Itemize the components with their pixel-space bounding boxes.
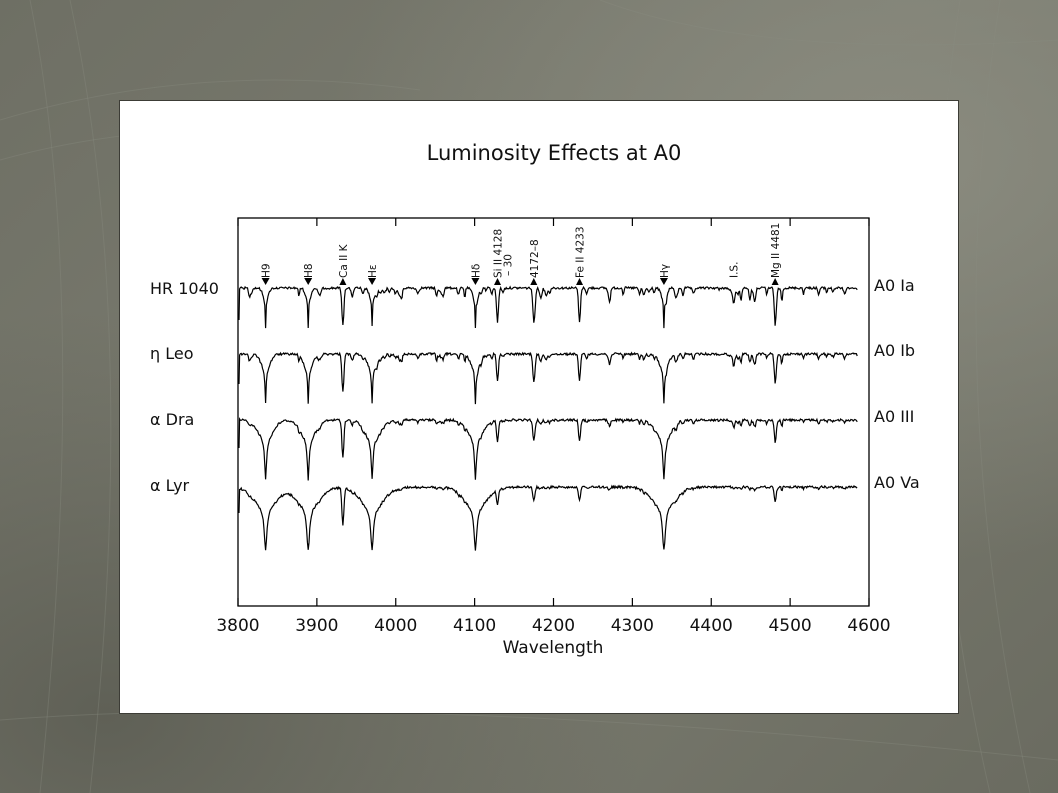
spectral-line-label: I.S.: [728, 262, 740, 278]
x-tick-label: 4500: [768, 616, 811, 636]
series-star-label: α Lyr: [150, 476, 190, 495]
line-marker: [659, 278, 668, 285]
x-tick-label: 4300: [611, 616, 654, 636]
x-tick-label: 3900: [295, 616, 338, 636]
line-marker: [304, 278, 313, 285]
line-marker: [771, 278, 779, 285]
line-marker: [530, 278, 538, 285]
spectral-line-label: H8: [303, 263, 315, 278]
spectra-figure: Luminosity Effects at A0 3800 3900 4000 410…: [119, 100, 959, 714]
x-axis-label: Wavelength: [503, 638, 604, 658]
spectral-line-labels: H9 H8 Ca II K Hε Hδ Si II 4128– 30 4172–8 Fe II…: [261, 223, 782, 285]
spectral-line-label: Fe II 4233: [575, 226, 587, 278]
series-class-label: A0 Ib: [874, 341, 915, 360]
x-tick-label: 3800: [216, 616, 259, 636]
spectrum-line: [238, 351, 858, 405]
line-marker: [339, 278, 347, 285]
series-star-label: HR 1040: [150, 279, 219, 298]
spectral-line-label: Hε: [367, 264, 379, 278]
line-marker: [368, 278, 377, 285]
spectral-line-label: – 30: [502, 254, 514, 276]
chart-title: Luminosity Effects at A0: [427, 141, 682, 165]
spectra-series: HR 1040 A0 Ia η Leo A0 Ib α Dra A0 III α Lyr A0…: [150, 276, 920, 551]
x-tick-label: 4000: [374, 616, 417, 636]
spectral-line-label: Si II 4128: [492, 229, 504, 278]
line-marker: [471, 278, 480, 285]
series-star-label: α Dra: [150, 410, 194, 429]
spectral-line-label: H9: [261, 263, 273, 278]
x-tick-label: 4400: [690, 616, 733, 636]
series-class-label: A0 III: [874, 407, 914, 426]
spectral-line-label: Ca II K: [338, 243, 350, 278]
x-tick-label: 4100: [453, 616, 496, 636]
spectra-chart: Luminosity Effects at A0 3800 3900 4000 410…: [150, 141, 920, 658]
spectral-line-label: Mg II 4481: [770, 223, 782, 278]
spectrum-line: [238, 484, 858, 551]
x-tick-label: 4200: [532, 616, 575, 636]
line-marker: [576, 278, 584, 285]
line-marker: [261, 278, 270, 285]
series-star-label: η Leo: [150, 344, 194, 363]
spectral-line-label: Hδ: [470, 264, 482, 278]
x-axis-ticks: 3800 3900 4000 4100 4200 4300 4400 4500 4600: [216, 218, 891, 636]
spectrum-line: [238, 285, 858, 329]
spectrum-line: [238, 416, 858, 481]
spectral-line-label: 4172–8: [529, 239, 541, 278]
series-class-label: A0 Ia: [874, 276, 915, 295]
spectral-line-label: Hγ: [659, 264, 671, 278]
series-class-label: A0 Va: [874, 473, 920, 492]
line-marker: [493, 278, 501, 285]
x-tick-label: 4600: [847, 616, 890, 636]
